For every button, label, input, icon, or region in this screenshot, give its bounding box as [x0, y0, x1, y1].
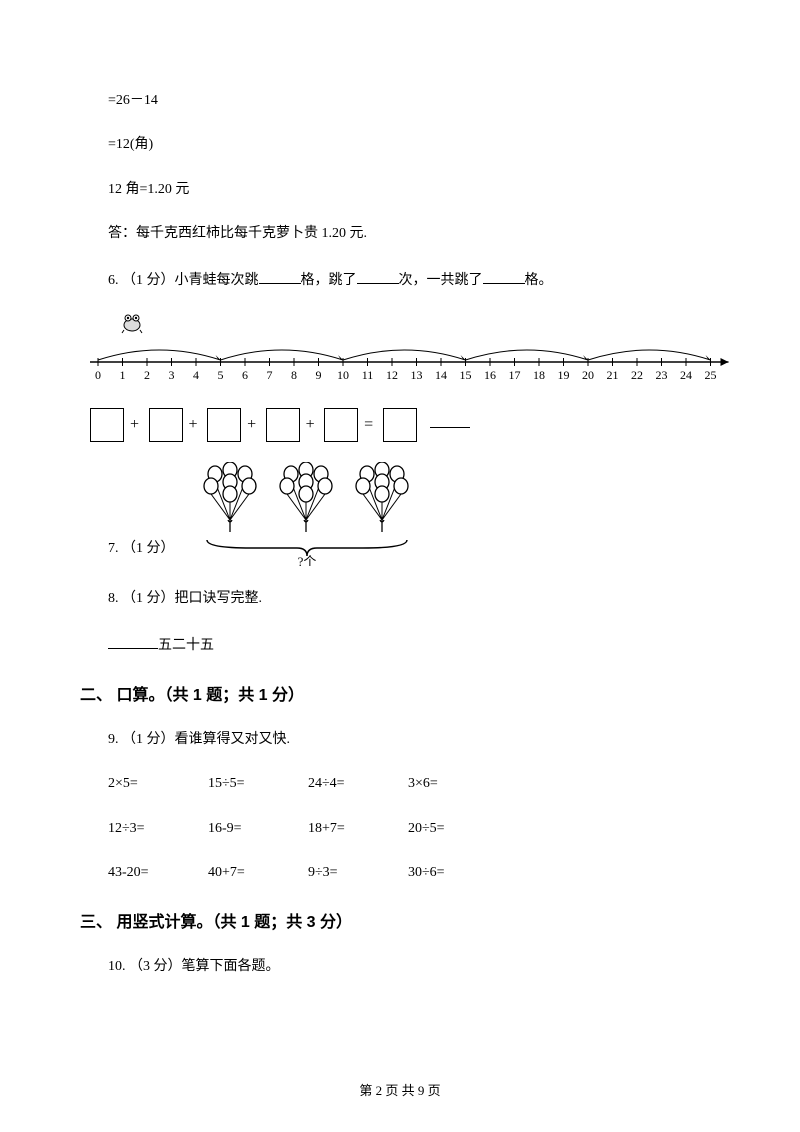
q8-body: 五二十五	[80, 633, 720, 657]
q7-label: 7. （1 分）	[80, 538, 175, 574]
plus-icon: +	[130, 412, 139, 438]
nl-tick-label: 23	[656, 366, 668, 385]
calc-row: 43-20=40+7=9÷3=30÷6=	[108, 862, 720, 884]
q6-blank1[interactable]	[259, 268, 301, 284]
nl-tick-label: 5	[218, 366, 224, 385]
nl-tick-label: 10	[337, 366, 349, 385]
number-line: 0123456789101112131415161718192021222324…	[80, 314, 740, 384]
calc-cell: 12÷3=	[108, 818, 208, 840]
nl-tick-label: 25	[705, 366, 717, 385]
eq-line-2: =12(角)	[80, 134, 720, 156]
calc-row: 12÷3=16-9=18+7=20÷5=	[108, 818, 720, 840]
q10: 10. （3 分）笔算下面各题。	[80, 956, 720, 978]
balloons-block: ?个	[201, 462, 413, 574]
q6-blank3[interactable]	[483, 268, 525, 284]
calc-cell: 16-9=	[208, 818, 308, 840]
calc-cell: 43-20=	[108, 862, 208, 884]
eq-box-4[interactable]	[266, 408, 300, 442]
nl-tick-label: 18	[533, 366, 545, 385]
nl-tick-label: 11	[362, 366, 374, 385]
q8-title: 8. （1 分）把口诀写完整.	[80, 588, 720, 610]
equals-icon: =	[364, 412, 373, 438]
nl-tick-label: 6	[242, 366, 248, 385]
nl-tick-label: 12	[386, 366, 398, 385]
nl-tick-label: 24	[680, 366, 692, 385]
eq-box-6[interactable]	[383, 408, 417, 442]
q7-row: 7. （1 分） ?个	[80, 462, 720, 574]
nl-tick-label: 9	[316, 366, 322, 385]
q6: 6. （1 分）小青蛙每次跳 格，跳了 次，一共跳了 格。	[80, 268, 720, 292]
q6-blank2[interactable]	[357, 268, 399, 284]
q9-title: 9. （1 分）看谁算得又对又快.	[80, 729, 720, 751]
brace-icon: ?个	[201, 536, 413, 566]
q8-text: 五二十五	[158, 638, 214, 653]
nl-tick-label: 17	[509, 366, 521, 385]
calc-cell: 18+7=	[308, 818, 408, 840]
nl-tick-label: 21	[607, 366, 619, 385]
calc-cell: 2×5=	[108, 773, 208, 795]
nl-tick-label: 4	[193, 366, 199, 385]
calc-rows: 2×5=15÷5=24÷4=3×6= 12÷3=16-9=18+7=20÷5= 43…	[80, 773, 720, 884]
nl-tick-label: 22	[631, 366, 643, 385]
balloons-caption: ?个	[297, 554, 316, 566]
eq-line-3: 12 角=1.20 元	[80, 179, 720, 201]
balloon-bunch-icon	[353, 462, 411, 534]
q8-blank1[interactable]	[108, 633, 158, 649]
equation-boxes: + + + + =	[80, 408, 720, 442]
eq-box-1[interactable]	[90, 408, 124, 442]
plus-icon: +	[247, 412, 256, 438]
q6-mid1: 格，跳了	[301, 273, 357, 288]
eq-trailing-blank[interactable]	[430, 412, 470, 428]
section-3-head: 三、 用竖式计算。（共 1 题；共 3 分）	[80, 910, 720, 936]
nl-tick-label: 2	[144, 366, 150, 385]
nl-tick-label: 20	[582, 366, 594, 385]
eq-box-3[interactable]	[207, 408, 241, 442]
plus-icon: +	[306, 412, 315, 438]
calc-cell: 9÷3=	[308, 862, 408, 884]
q6-mid2: 次，一共跳了	[399, 273, 483, 288]
calc-row: 2×5=15÷5=24÷4=3×6=	[108, 773, 720, 795]
eq-box-2[interactable]	[149, 408, 183, 442]
nl-tick-label: 7	[267, 366, 273, 385]
nl-tick-label: 14	[435, 366, 447, 385]
section-2-head: 二、 口算。（共 1 题；共 1 分）	[80, 683, 720, 709]
nl-tick-label: 19	[558, 366, 570, 385]
q6-prefix: 6. （1 分）小青蛙每次跳	[108, 273, 259, 288]
calc-cell: 15÷5=	[208, 773, 308, 795]
nl-tick-label: 3	[169, 366, 175, 385]
nl-tick-label: 16	[484, 366, 496, 385]
page-footer: 第 2 页 共 9 页	[0, 1081, 800, 1102]
q6-suffix: 格。	[525, 273, 553, 288]
nl-tick-label: 0	[95, 366, 101, 385]
eq-line-1: =26－14	[80, 90, 720, 112]
calc-cell: 24÷4=	[308, 773, 408, 795]
balloon-bunch-icon	[277, 462, 335, 534]
eq-box-5[interactable]	[324, 408, 358, 442]
plus-icon: +	[189, 412, 198, 438]
calc-cell: 40+7=	[208, 862, 308, 884]
calc-cell: 30÷6=	[408, 862, 508, 884]
nl-tick-label: 15	[460, 366, 472, 385]
nl-tick-label: 1	[120, 366, 126, 385]
balloons-row	[201, 462, 413, 534]
balloon-bunch-icon	[201, 462, 259, 534]
calc-cell: 20÷5=	[408, 818, 508, 840]
nl-tick-label: 13	[411, 366, 423, 385]
nl-tick-label: 8	[291, 366, 297, 385]
calc-cell: 3×6=	[408, 773, 508, 795]
answer-line: 答：每千克西红柿比每千克萝卜贵 1.20 元.	[80, 223, 720, 245]
